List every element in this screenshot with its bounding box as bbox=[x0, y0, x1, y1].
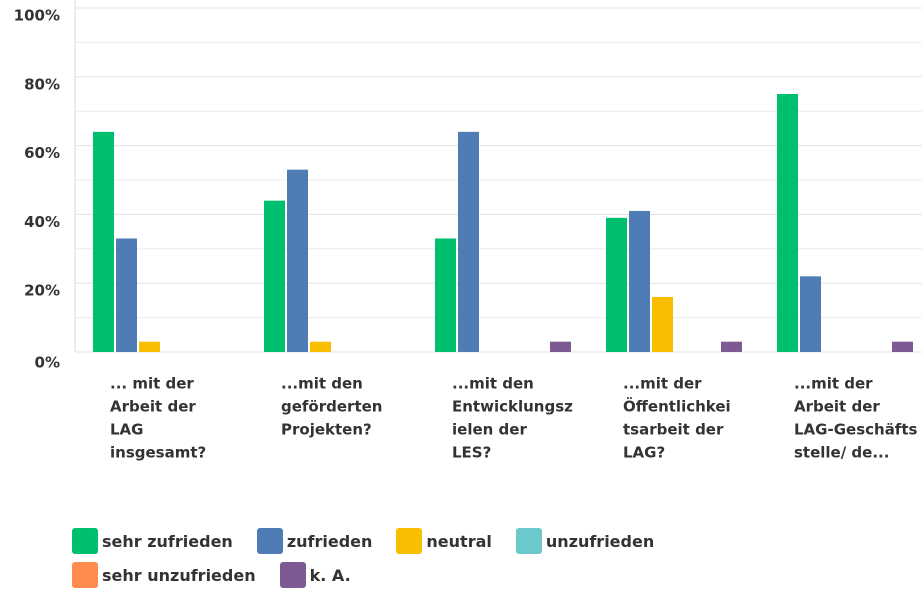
bar bbox=[721, 341, 742, 352]
x-tick-label: Öffentlichkei bbox=[623, 397, 731, 416]
x-tick-label: LAG bbox=[110, 421, 143, 439]
bar bbox=[629, 210, 650, 352]
legend: sehr zufrieden zufrieden neutral unzufriede… bbox=[72, 527, 752, 589]
legend-item: k. A. bbox=[279, 561, 351, 589]
legend-label: neutral bbox=[426, 531, 492, 551]
legend-swatch bbox=[396, 528, 423, 554]
bar bbox=[93, 131, 114, 352]
bar bbox=[606, 217, 627, 352]
legend-item: sehr unzufrieden bbox=[72, 561, 256, 589]
y-tick-label: 60% bbox=[24, 144, 60, 162]
x-tick-label: stelle/ de... bbox=[794, 444, 889, 462]
x-tick-label: geförderten bbox=[281, 398, 382, 416]
x-tick-label: ...mit den bbox=[452, 375, 534, 393]
x-tick-label: tsarbeit der bbox=[623, 421, 724, 439]
legend-label: unzufrieden bbox=[545, 531, 655, 551]
legend-item: zufrieden bbox=[256, 527, 373, 555]
bar bbox=[800, 276, 821, 352]
x-tick-label: ...mit den bbox=[281, 375, 363, 393]
y-tick-label: 40% bbox=[24, 213, 60, 231]
bar bbox=[287, 169, 308, 352]
bar bbox=[116, 238, 137, 352]
x-tick-label: insgesamt? bbox=[110, 444, 206, 462]
chart: 0% 20% 40% 60% 80% 100% ... mit der Arbeit der L… bbox=[14, 0, 922, 462]
x-tick-label: ...mit der bbox=[794, 375, 873, 393]
bar bbox=[652, 296, 673, 352]
x-tick-label: Projekten? bbox=[281, 421, 372, 439]
y-tick-label: 20% bbox=[24, 282, 60, 300]
legend-item: unzufrieden bbox=[515, 527, 655, 555]
x-tick-label: ielen der bbox=[452, 421, 527, 439]
legend-item: sehr zufrieden bbox=[72, 527, 233, 555]
bar bbox=[310, 341, 331, 352]
x-tick-label: LAG-Geschäfts bbox=[794, 421, 918, 439]
bar bbox=[264, 200, 285, 352]
x-tick-label: ... mit der bbox=[110, 375, 194, 393]
legend-label: sehr zufrieden bbox=[102, 531, 233, 551]
legend-swatch bbox=[72, 528, 98, 554]
bar bbox=[458, 131, 479, 352]
x-tick-label: Entwicklungsz bbox=[452, 398, 573, 416]
legend-label: k. A. bbox=[309, 565, 351, 585]
y-tick-label: 80% bbox=[24, 75, 60, 93]
x-tick-label: ...mit der bbox=[623, 375, 702, 393]
y-tick-label: 100% bbox=[14, 7, 60, 25]
bar bbox=[435, 238, 456, 352]
x-tick-label: LES? bbox=[452, 444, 491, 462]
legend-swatch bbox=[72, 562, 98, 588]
legend-swatch bbox=[515, 528, 542, 554]
bar bbox=[777, 94, 798, 352]
x-tick-label: LAG? bbox=[623, 444, 665, 462]
x-tick-label: Arbeit der bbox=[110, 398, 196, 416]
bar bbox=[892, 341, 913, 352]
y-tick-label: 0% bbox=[35, 354, 60, 372]
legend-swatch bbox=[256, 528, 283, 554]
legend-label: zufrieden bbox=[286, 531, 373, 551]
bar bbox=[139, 341, 160, 352]
legend-item: neutral bbox=[396, 527, 492, 555]
x-tick-label: Arbeit der bbox=[794, 398, 880, 416]
bar bbox=[550, 341, 571, 352]
legend-label: sehr unzufrieden bbox=[102, 565, 256, 585]
legend-swatch bbox=[279, 562, 306, 588]
